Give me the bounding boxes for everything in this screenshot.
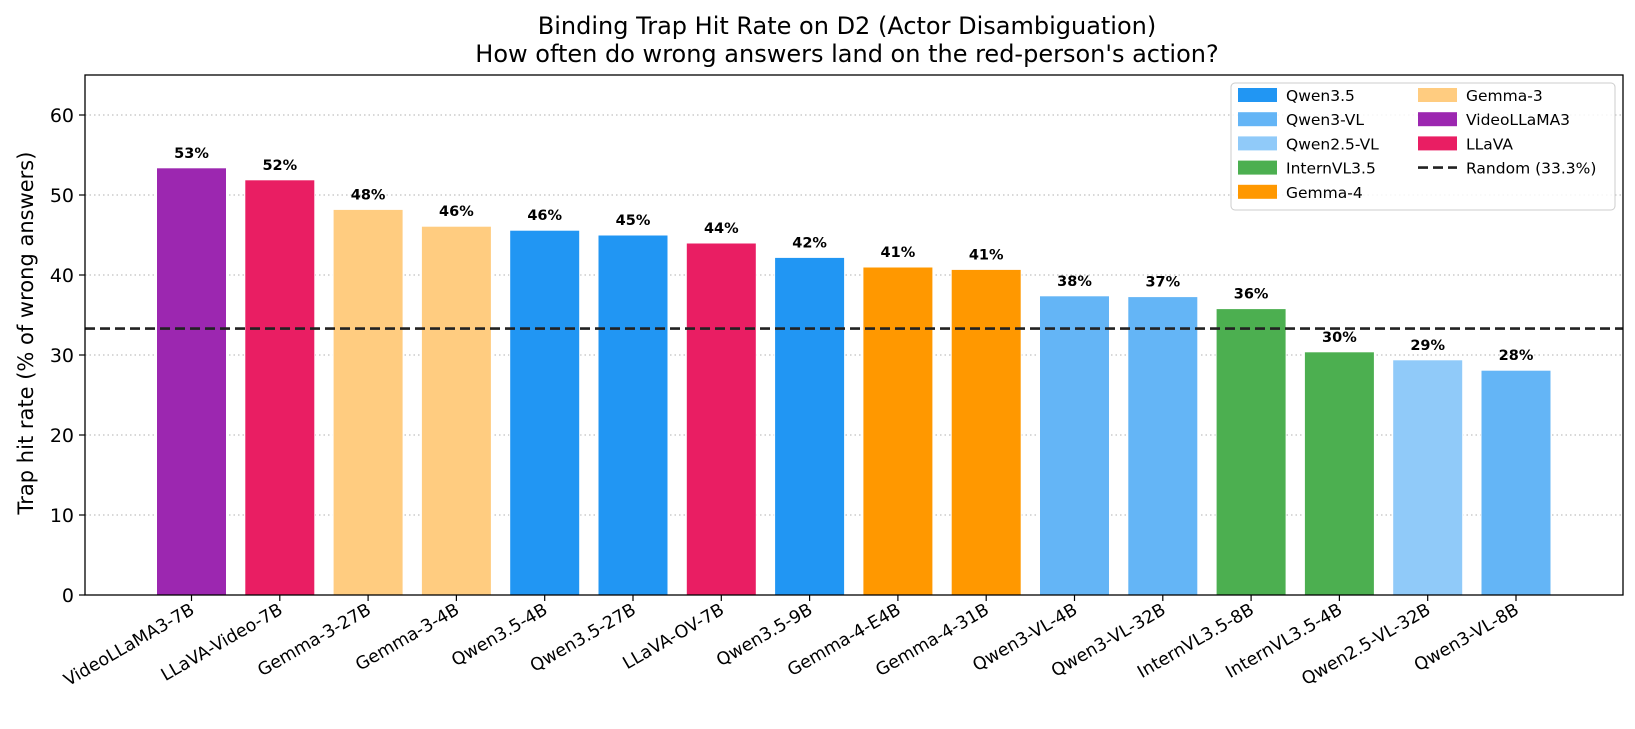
data-label: 42% <box>792 235 827 251</box>
y-axis-ticks: 0 10 20 30 40 50 60 <box>50 105 85 607</box>
data-label: 46% <box>439 204 474 220</box>
chart-title: Binding Trap Hit Rate on D2 (Actor Disam… <box>538 12 1156 40</box>
bar <box>597 234 669 596</box>
data-label: 29% <box>1410 338 1445 354</box>
bars <box>156 167 1552 596</box>
bar <box>244 179 316 596</box>
bar <box>420 225 492 596</box>
legend-label: Gemma-3 <box>1466 87 1543 105</box>
bar <box>1392 359 1464 596</box>
y-tick-label: 0 <box>62 585 74 607</box>
data-label: 52% <box>262 158 297 174</box>
legend-label: Qwen2.5-VL <box>1286 135 1379 153</box>
legend-label: InternVL3.5 <box>1286 160 1376 178</box>
bar <box>156 167 227 596</box>
data-label: 36% <box>1234 287 1269 303</box>
legend-label: LLaVA <box>1466 135 1513 153</box>
data-label: 28% <box>1499 348 1534 364</box>
legend: Qwen3.5 Qwen3-VL Qwen2.5-VL InternVL3.5 Gemm… <box>1230 82 1616 211</box>
legend-swatch <box>1238 136 1277 151</box>
y-axis-label: Trap hit rate (% of wrong answers) <box>14 152 38 516</box>
bar <box>332 208 404 596</box>
data-label: 48% <box>351 187 386 203</box>
bar <box>862 266 934 596</box>
bar <box>1039 295 1110 596</box>
plot-frame <box>84 74 1624 596</box>
data-labels: 53% 52% 48% 46% 46% 45% 44% 42% 41% 41% 38% 37% 36% 3… <box>174 146 1534 364</box>
legend-swatch <box>1238 184 1277 199</box>
bar <box>1480 369 1552 596</box>
legend-swatch <box>1418 136 1457 151</box>
bar <box>1127 296 1199 596</box>
legend-swatch <box>1238 88 1277 102</box>
x-axis-ticks: VideoLLaMA3-7BLLaVA-Video-7BGemma-3-27BG… <box>61 595 1523 691</box>
legend-label: VideoLLaMA3 <box>1466 111 1570 129</box>
legend-label: Qwen3-VL <box>1286 111 1364 129</box>
legend-swatch <box>1418 88 1457 102</box>
legend-swatch <box>1238 160 1277 175</box>
bar <box>1303 351 1375 596</box>
data-label: 37% <box>1145 275 1180 291</box>
data-label: 41% <box>969 247 1004 263</box>
legend-swatch <box>1238 112 1277 127</box>
chart-subtitle: How often do wrong answers land on the r… <box>475 40 1218 68</box>
data-label: 41% <box>881 245 916 261</box>
y-tick-label: 10 <box>50 505 74 527</box>
data-label: 44% <box>704 221 739 237</box>
data-label: 46% <box>527 208 562 224</box>
bar <box>509 229 581 596</box>
y-tick-label: 20 <box>50 425 74 447</box>
data-label: 38% <box>1057 274 1092 290</box>
legend-label: Random (33.3%) <box>1466 160 1596 178</box>
data-label: 53% <box>174 146 209 162</box>
legend-swatch <box>1418 112 1457 127</box>
y-tick-label: 60 <box>50 105 74 127</box>
bar <box>774 256 846 596</box>
y-tick-label: 30 <box>50 345 74 367</box>
bar <box>685 242 757 596</box>
legend-label: Gemma-4 <box>1286 184 1363 202</box>
y-tick-label: 50 <box>50 185 74 207</box>
data-label: 30% <box>1322 330 1357 346</box>
y-tick-label: 40 <box>50 265 74 287</box>
bar <box>950 268 1022 596</box>
data-label: 45% <box>616 213 651 229</box>
bar <box>1215 308 1287 596</box>
legend-label: Qwen3.5 <box>1286 87 1355 105</box>
